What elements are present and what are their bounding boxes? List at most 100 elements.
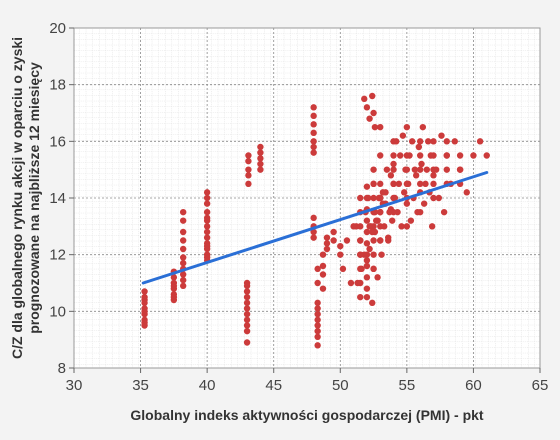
data-point — [363, 251, 371, 258]
data-point — [203, 254, 211, 261]
data-point — [377, 237, 384, 244]
data-point — [179, 217, 187, 224]
data-point — [374, 274, 381, 281]
data-point — [357, 293, 364, 301]
data-point — [363, 293, 371, 301]
y-axis-title-line-1: C/Z dla globalnego rynku akcji w oparciu… — [9, 37, 25, 359]
data-point — [323, 245, 331, 253]
data-point — [416, 166, 424, 173]
data-point — [203, 194, 211, 202]
data-point — [398, 223, 405, 230]
data-point — [347, 279, 355, 287]
data-point — [363, 262, 371, 270]
x-tick-label: 50 — [332, 377, 349, 394]
data-point — [363, 257, 371, 264]
data-point — [390, 152, 397, 159]
data-point — [412, 172, 420, 179]
data-point — [435, 194, 443, 202]
data-point — [416, 138, 424, 145]
data-point — [363, 274, 371, 281]
y-tick-label: 12 — [49, 247, 66, 264]
data-point — [390, 194, 397, 202]
data-point — [430, 172, 437, 179]
data-point — [141, 296, 148, 304]
data-point — [203, 214, 211, 222]
y-tick-label: 18 — [49, 77, 66, 94]
data-point — [203, 242, 211, 250]
data-point — [369, 228, 376, 236]
y-axis-title-line-2: prognozowane na najbliższe 12 miesięcy — [26, 62, 42, 334]
trendline-group — [141, 171, 489, 285]
data-point — [245, 152, 252, 159]
data-point — [443, 152, 450, 159]
data-point — [400, 189, 408, 196]
data-point — [310, 138, 317, 145]
data-point — [245, 180, 252, 188]
data-point — [463, 189, 470, 196]
data-point — [403, 200, 411, 207]
data-point — [179, 245, 187, 253]
data-point — [363, 228, 371, 236]
y-tick-label: 10 — [49, 303, 66, 320]
x-axis-title: Globalny indeks aktywności gospodarczej … — [130, 407, 484, 423]
data-point — [179, 208, 187, 216]
data-point — [370, 265, 377, 273]
data-point — [141, 319, 148, 326]
x-tick-label: 40 — [199, 377, 216, 394]
data-point — [319, 251, 327, 258]
data-point — [415, 143, 423, 151]
y-tick-label: 14 — [49, 190, 66, 207]
data-point — [370, 251, 377, 258]
data-point — [314, 316, 321, 324]
data-point — [243, 310, 251, 318]
data-point — [377, 208, 384, 216]
data-point — [319, 262, 327, 270]
data-point — [363, 217, 371, 224]
data-point — [243, 327, 251, 335]
data-point — [395, 180, 403, 188]
data-point — [419, 123, 427, 131]
data-point — [357, 279, 364, 287]
data-point — [403, 223, 411, 230]
data-point — [310, 149, 317, 156]
data-point — [403, 166, 411, 173]
data-point — [430, 194, 437, 202]
data-point — [438, 132, 445, 139]
data-point — [451, 138, 458, 145]
data-point — [416, 180, 424, 188]
data-point — [203, 228, 211, 236]
data-point — [416, 152, 424, 159]
data-point — [443, 166, 450, 173]
x-tick-label: 65 — [532, 377, 549, 394]
data-point — [203, 234, 211, 241]
data-point — [370, 109, 377, 117]
data-point — [243, 288, 251, 295]
data-point — [369, 92, 376, 100]
data-point — [179, 228, 187, 236]
data-point — [418, 160, 425, 168]
data-point — [428, 223, 436, 230]
x-tick-label: 55 — [399, 377, 416, 394]
data-point — [357, 265, 364, 273]
data-points — [141, 92, 490, 349]
data-point — [369, 299, 376, 307]
data-point — [314, 333, 321, 341]
data-point — [366, 115, 373, 122]
data-point — [314, 265, 321, 273]
y-tick-label: 16 — [49, 133, 66, 150]
data-point — [243, 339, 251, 346]
data-point — [337, 242, 344, 250]
data-point — [179, 237, 187, 244]
data-point — [366, 223, 373, 230]
data-point — [361, 95, 368, 103]
data-point — [257, 166, 264, 173]
data-point — [179, 271, 187, 278]
data-point — [440, 208, 448, 216]
data-point — [416, 208, 424, 216]
data-point — [357, 251, 364, 258]
data-point — [245, 166, 252, 173]
data-point — [310, 214, 317, 222]
data-point — [314, 327, 321, 335]
data-point — [170, 274, 178, 281]
